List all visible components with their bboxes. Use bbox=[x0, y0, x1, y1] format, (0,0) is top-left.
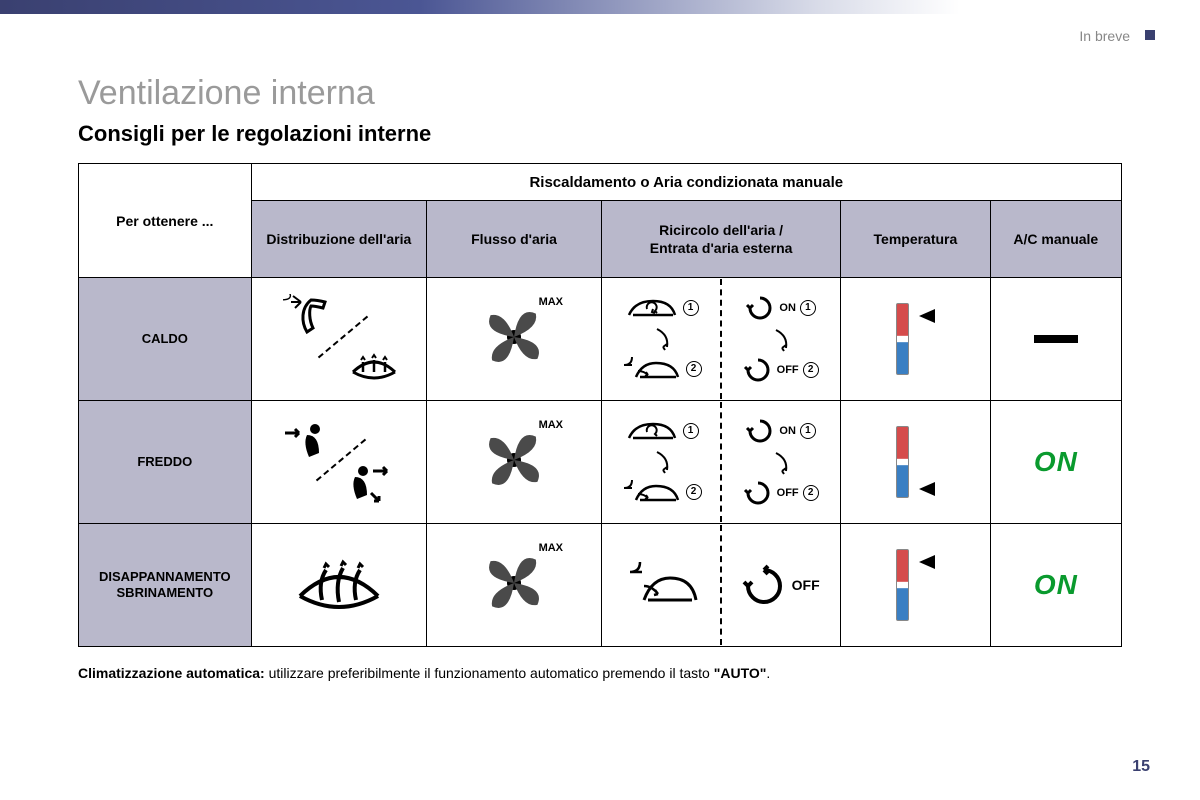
cell-defrost-airflow: MAX bbox=[427, 524, 602, 647]
curved-arrow-down-icon bbox=[651, 448, 673, 474]
cycle-on-icon bbox=[745, 417, 775, 445]
temperature-bar-icon bbox=[896, 303, 909, 375]
step-2b-icon: 2 bbox=[803, 362, 819, 378]
col-ac-header: A/C manuale bbox=[990, 201, 1121, 278]
arrow-hot-icon bbox=[919, 555, 935, 569]
step-1-icon: 1 bbox=[683, 423, 699, 439]
footnote-text: utilizzare preferibilmente il funzioname… bbox=[265, 665, 714, 681]
cell-defrost-temperature bbox=[841, 524, 990, 647]
footnote: Climatizzazione automatica: utilizzare p… bbox=[78, 665, 1122, 681]
cell-cold-distribution bbox=[251, 401, 426, 524]
col-recirc-header: Ricircolo dell'aria / Entrata d'aria est… bbox=[602, 201, 841, 278]
windshield-feet-icon bbox=[349, 344, 399, 384]
off-label: OFF bbox=[792, 577, 820, 593]
curved-arrow-down-icon bbox=[770, 326, 792, 352]
car-intake-large-icon bbox=[626, 560, 698, 610]
cell-hot-airflow: MAX bbox=[427, 278, 602, 401]
cell-cold-temperature bbox=[841, 401, 990, 524]
footnote-bold2: "AUTO" bbox=[714, 665, 767, 681]
header-row-1: Per ottenere ... Riscaldamento o Aria co… bbox=[79, 164, 1122, 201]
cycle-on-icon bbox=[745, 294, 775, 322]
row-defrost-label: DISAPPANNAMENTO SBRINAMENTO bbox=[79, 524, 252, 647]
cycle-off-large-icon bbox=[742, 564, 786, 606]
car-recirc-icon bbox=[625, 418, 679, 444]
ac-on-label: ON bbox=[1034, 446, 1078, 477]
cell-hot-recirc: 1 2 bbox=[602, 278, 841, 401]
windshield-defrost-icon bbox=[294, 548, 384, 618]
footnote-tail: . bbox=[766, 665, 770, 681]
cell-defrost-recirc: OFF bbox=[602, 524, 841, 647]
page-content: Ventilazione interna Consigli per le reg… bbox=[0, 14, 1200, 681]
step-2-icon: 2 bbox=[686, 484, 702, 500]
off-label: OFF bbox=[777, 364, 799, 376]
car-recirc-icon bbox=[625, 295, 679, 321]
cycle-off-icon bbox=[743, 479, 773, 507]
temperature-bar-icon bbox=[896, 426, 909, 498]
step-1-icon: 1 bbox=[683, 300, 699, 316]
col-airflow-header: Flusso d'aria bbox=[427, 201, 602, 278]
cell-hot-temperature bbox=[841, 278, 990, 401]
step-2-icon: 2 bbox=[686, 361, 702, 377]
face-vent-icon bbox=[281, 419, 333, 459]
ac-on-label: ON bbox=[1034, 569, 1078, 600]
defrost-seat-upper-icon bbox=[283, 294, 331, 336]
step-2b-icon: 2 bbox=[803, 485, 819, 501]
fan-max-label: MAX bbox=[539, 542, 563, 554]
row-defrost: DISAPPANNAMENTO SBRINAMENTO bbox=[79, 524, 1122, 647]
row-cold: FREDDO bbox=[79, 401, 1122, 524]
section-label: In breve bbox=[1079, 28, 1130, 44]
curved-arrow-down-icon bbox=[770, 449, 792, 475]
page-title: Ventilazione interna bbox=[78, 74, 1122, 113]
col-distribution-header: Distribuzione dell'aria bbox=[251, 201, 426, 278]
cell-defrost-ac: ON bbox=[990, 524, 1121, 647]
step-1b-icon: 1 bbox=[800, 300, 816, 316]
cell-defrost-distribution bbox=[251, 524, 426, 647]
step-1b-icon: 1 bbox=[800, 423, 816, 439]
off-label: OFF bbox=[777, 487, 799, 499]
recirc-defrost-left bbox=[603, 525, 720, 645]
arrow-hot-icon bbox=[919, 309, 935, 323]
arrow-cold-icon bbox=[919, 482, 935, 496]
cycle-off-icon bbox=[743, 356, 773, 384]
row-hot-label: CALDO bbox=[79, 278, 252, 401]
col-obtain-header: Per ottenere ... bbox=[79, 164, 252, 278]
car-intake-icon bbox=[622, 478, 682, 506]
on-label: ON bbox=[779, 425, 796, 437]
cell-cold-ac: ON bbox=[990, 401, 1121, 524]
car-intake-icon bbox=[622, 355, 682, 383]
page-number: 15 bbox=[1132, 758, 1150, 776]
recirc-cold-left: 1 2 bbox=[603, 402, 720, 522]
feet-vent-icon bbox=[343, 463, 399, 507]
page-subtitle: Consigli per le regolazioni interne bbox=[78, 121, 1122, 147]
recirc-cold-right: ON 1 OFF 2 bbox=[722, 402, 839, 522]
recirc-hot-right: ON 1 OFF 2 bbox=[722, 279, 839, 399]
curved-arrow-down-icon bbox=[651, 325, 673, 351]
row-cold-label: FREDDO bbox=[79, 401, 252, 524]
col-temperature-header: Temperatura bbox=[841, 201, 990, 278]
top-gradient-bar bbox=[0, 0, 1200, 14]
fan-max-label: MAX bbox=[539, 419, 563, 431]
fan-max-icon: MAX bbox=[475, 298, 553, 381]
recirc-defrost-right: OFF bbox=[722, 525, 839, 645]
fan-max-icon: MAX bbox=[475, 544, 553, 627]
fan-max-label: MAX bbox=[539, 296, 563, 308]
merged-header: Riscaldamento o Aria condizionata manual… bbox=[251, 164, 1121, 201]
recirc-hot-left: 1 2 bbox=[603, 279, 720, 399]
cell-cold-airflow: MAX bbox=[427, 401, 602, 524]
section-dot bbox=[1145, 30, 1155, 40]
settings-table: Per ottenere ... Riscaldamento o Aria co… bbox=[78, 163, 1122, 647]
footnote-bold1: Climatizzazione automatica: bbox=[78, 665, 265, 681]
on-label: ON bbox=[779, 302, 796, 314]
cell-hot-distribution bbox=[251, 278, 426, 401]
fan-max-icon: MAX bbox=[475, 421, 553, 504]
cell-cold-recirc: 1 2 bbox=[602, 401, 841, 524]
temperature-bar-icon bbox=[896, 549, 909, 621]
row-hot: CALDO bbox=[79, 278, 1122, 401]
ac-dash-icon bbox=[1034, 335, 1078, 343]
cell-hot-ac bbox=[990, 278, 1121, 401]
